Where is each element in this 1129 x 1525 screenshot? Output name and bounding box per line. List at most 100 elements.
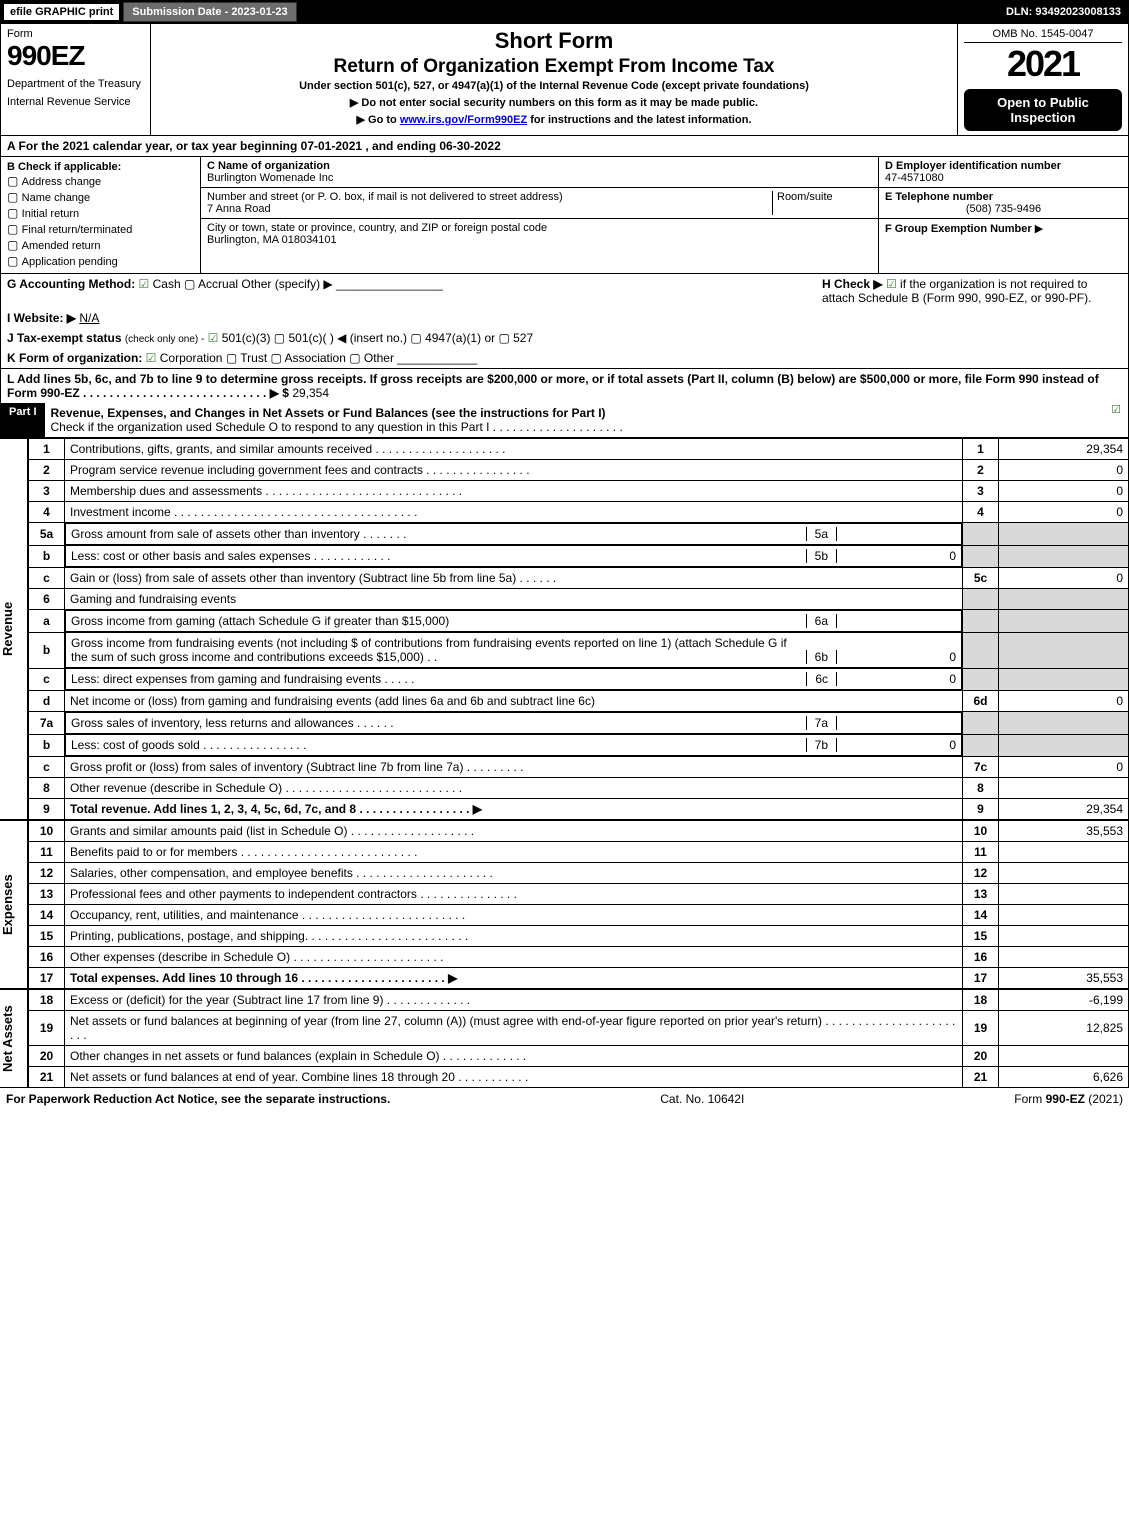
arrow-icon [357,114,369,126]
l16-num: 16 [29,947,65,968]
l18-r: 18 [963,990,999,1011]
form-word: Form [7,28,144,40]
header-right: OMB No. 1545-0047 2021 Open to Public In… [958,24,1128,135]
l14-num: 14 [29,905,65,926]
l7c-num: c [29,757,65,778]
l5b-desc: Less: cost or other basis and sales expe… [71,549,806,563]
chk-final-return[interactable]: Final return/terminated [7,221,194,237]
row-k: K Form of organization: Corporation Trus… [0,348,1129,369]
l6c-ma: 0 [836,672,956,686]
l7b-desc: Less: cost of goods sold . . . . . . . .… [71,738,806,752]
l5c-num: c [29,568,65,589]
l5a-num: 5a [29,523,65,546]
l8-amt [999,778,1129,799]
line-5a: 5a Gross amount from sale of assets other… [29,523,1129,546]
l21-r: 21 [963,1067,999,1088]
f-arrow-icon: ▶ [1035,223,1043,235]
l14-desc: Occupancy, rent, utilities, and maintena… [65,905,963,926]
l15-num: 15 [29,926,65,947]
instr-no-ssn: Do not enter social security numbers on … [157,96,951,109]
l5b-amt-gray [999,545,1129,568]
k-label: K Form of organization: [7,351,142,365]
chk-527[interactable]: 527 [498,331,533,345]
line-14: 14Occupancy, rent, utilities, and mainte… [29,905,1129,926]
l14-r: 14 [963,905,999,926]
cell-c-name: C Name of organization Burlington Womena… [201,157,878,188]
l12-r: 12 [963,863,999,884]
l20-desc: Other changes in net assets or fund bala… [65,1046,963,1067]
chk-cash[interactable]: Cash [139,277,181,291]
part-1-title: Revenue, Expenses, and Changes in Net As… [45,403,1104,437]
line-20: 20Other changes in net assets or fund ba… [29,1046,1129,1067]
chk-name-change[interactable]: Name change [7,189,194,205]
l15-r: 15 [963,926,999,947]
l8-desc: Other revenue (describe in Schedule O) .… [65,778,963,799]
chk-association[interactable]: Association [271,351,346,365]
irs-link[interactable]: www.irs.gov/Form990EZ [400,114,527,126]
l12-num: 12 [29,863,65,884]
l6d-r: 6d [963,691,999,712]
l8-num: 8 [29,778,65,799]
efile-badge: efile GRAPHIC print [4,4,119,20]
l7a-ma [836,716,956,730]
l5c-r: 5c [963,568,999,589]
l3-desc: Membership dues and assessments . . . . … [65,481,963,502]
l5a-amt-gray [999,523,1129,546]
line-6c: cLess: direct expenses from gaming and f… [29,668,1129,691]
e-label: E Telephone number [885,191,993,203]
l18-desc: Excess or (deficit) for the year (Subtra… [65,990,963,1011]
part-1-sub: Check if the organization used Schedule … [51,420,623,434]
l5c-desc: Gain or (loss) from sale of assets other… [65,568,963,589]
l6d-desc: Net income or (loss) from gaming and fun… [65,691,963,712]
col-de: D Employer identification number 47-4571… [878,157,1128,273]
line-6b: bGross income from fundraising events (n… [29,632,1129,668]
row-g-h: G Accounting Method: Cash Accrual Other … [0,274,1129,308]
l11-num: 11 [29,842,65,863]
chk-501c3[interactable]: 501(c)(3) [208,331,271,345]
l1-amt: 29,354 [999,439,1129,460]
l15-desc: Printing, publications, postage, and shi… [65,926,963,947]
l6b-desc: Gross income from fundraising events (no… [71,636,806,664]
l1-desc: Contributions, gifts, grants, and simila… [65,439,963,460]
chk-other-org[interactable]: Other [349,351,394,365]
open-public-badge: Open to Public Inspection [964,89,1122,131]
c-label: C Name of organization [207,160,330,172]
l14-amt [999,905,1129,926]
chk-address-change[interactable]: Address change [7,173,194,189]
part-1-checkbox[interactable] [1104,403,1128,437]
l6a-amt-gray [999,610,1129,633]
l6a-r-gray [963,610,999,633]
l10-amt: 35,553 [999,821,1129,842]
chk-amended-return[interactable]: Amended return [7,237,194,253]
sidebar-netassets: Net Assets [0,989,28,1088]
line-2: 2Program service revenue including gover… [29,460,1129,481]
line-12: 12Salaries, other compensation, and empl… [29,863,1129,884]
chk-trust[interactable]: Trust [226,351,267,365]
chk-501c[interactable]: 501(c)( ) ◀ (insert no.) [274,331,407,345]
chk-initial-return[interactable]: Initial return [7,205,194,221]
submission-date: Submission Date - 2023-01-23 [123,2,296,22]
chk-corporation[interactable]: Corporation [146,351,223,365]
l18-num: 18 [29,990,65,1011]
line-7c: cGross profit or (loss) from sales of in… [29,757,1129,778]
l5b-ma: 0 [836,549,956,563]
chk-application-pending[interactable]: Application pending [7,253,194,269]
chk-4947[interactable]: 4947(a)(1) or [410,331,495,345]
chk-accrual[interactable]: Accrual [184,277,238,291]
l5c-amt: 0 [999,568,1129,589]
l5a-desc: Gross amount from sale of assets other t… [71,527,806,541]
l5b-mn: 5b [806,549,836,563]
l5a-ma [836,527,956,541]
chk-h[interactable] [886,277,900,291]
line-7b: bLess: cost of goods sold . . . . . . . … [29,734,1129,757]
g-label: G Accounting Method: [7,277,135,291]
l12-desc: Salaries, other compensation, and employ… [65,863,963,884]
l17-amt: 35,553 [999,968,1129,989]
instr2-pre: Go to [368,114,400,126]
l19-desc: Net assets or fund balances at beginning… [65,1011,963,1046]
revenue-table: 1Contributions, gifts, grants, and simil… [28,438,1129,820]
top-bar: efile GRAPHIC print Submission Date - 20… [0,0,1129,24]
l6d-num: d [29,691,65,712]
instr1-text: Do not enter social security numbers on … [361,97,758,109]
l8-r: 8 [963,778,999,799]
